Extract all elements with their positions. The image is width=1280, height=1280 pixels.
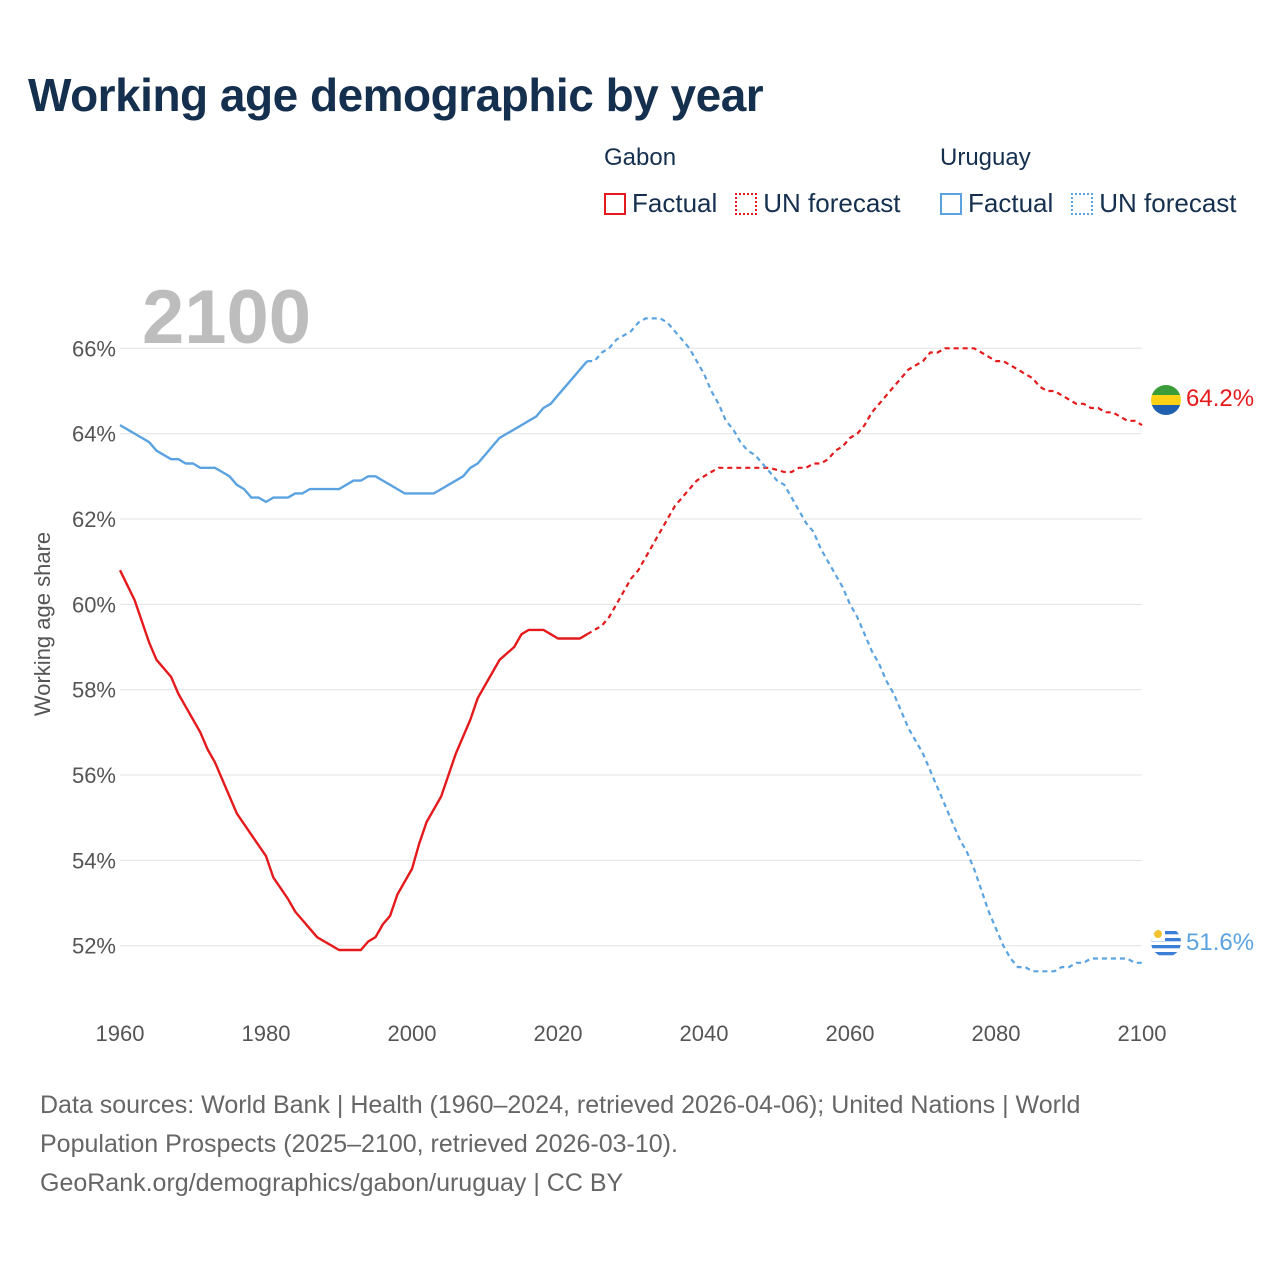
- uruguay-end-label: 51.6%: [1186, 929, 1254, 956]
- x-tick-label: 2000: [388, 1021, 437, 1046]
- y-tick-label: 52%: [72, 934, 116, 959]
- y-tick-label: 60%: [72, 592, 116, 617]
- legend-uruguay-factual[interactable]: Factual: [940, 188, 1053, 219]
- x-tick-label: 1980: [242, 1021, 291, 1046]
- year-watermark: 2100: [142, 275, 311, 360]
- legend-label-uruguay-forecast: UN forecast: [1099, 188, 1237, 218]
- x-tick-label: 2020: [534, 1021, 583, 1046]
- sources-line-2: Population Prospects (2025–2100, retriev…: [40, 1130, 678, 1158]
- legend-gabon-forecast[interactable]: UN forecast: [735, 188, 901, 219]
- legend-group-title-uruguay: Uruguay: [940, 144, 1031, 171]
- x-tick-label: 2040: [680, 1021, 729, 1046]
- gabon-end-label: 64.2%: [1186, 385, 1254, 412]
- y-tick-label: 56%: [72, 763, 116, 788]
- chart-title: Working age demographic by year: [28, 69, 764, 121]
- legend-group-title-gabon: Gabon: [604, 144, 677, 171]
- x-tick-label: 2060: [826, 1021, 875, 1046]
- y-tick-label: 64%: [72, 422, 116, 447]
- gabon-flag-icon: [1151, 385, 1181, 415]
- legend-label-gabon-forecast: UN forecast: [763, 188, 901, 218]
- gabon-forecast-line[interactable]: [586, 347, 1143, 636]
- sources-attribution[interactable]: GeoRank.org/demographics/gabon/uruguay |…: [40, 1169, 624, 1197]
- y-tick-label: 62%: [72, 507, 116, 532]
- legend-swatch-gabon-forecast: [735, 192, 758, 215]
- x-tick-label: 2080: [972, 1021, 1021, 1046]
- legend-uruguay-forecast[interactable]: UN forecast: [1071, 188, 1237, 219]
- legend-gabon-factual[interactable]: Factual: [604, 188, 717, 219]
- legend-gabon: Gabon Factual UN forecast: [604, 144, 919, 219]
- y-tick-label: 54%: [72, 848, 116, 873]
- data-sources: Data sources: World Bank | Health (1960–…: [40, 1086, 1240, 1203]
- uruguay-factual-line[interactable]: [119, 360, 589, 504]
- x-tick-label: 2100: [1118, 1021, 1167, 1046]
- legend-swatch-gabon-factual: [604, 192, 626, 215]
- y-tick-label: 66%: [72, 336, 116, 361]
- uruguay-forecast-line[interactable]: [587, 317, 1142, 973]
- y-tick-label: 58%: [72, 678, 116, 703]
- sources-line-1: Data sources: World Bank | Health (1960–…: [40, 1091, 1081, 1119]
- legend-swatch-uruguay-factual: [940, 192, 962, 215]
- legend-uruguay: Uruguay Factual UN forecast: [940, 144, 1237, 219]
- gabon-factual-line[interactable]: [118, 569, 588, 952]
- legend-label-uruguay-factual: Factual: [968, 188, 1054, 218]
- y-axis-label: Working age share: [30, 532, 55, 716]
- legend-label-gabon-factual: Factual: [632, 188, 718, 218]
- legend-swatch-uruguay-forecast: [1071, 192, 1094, 215]
- uruguay-flag-icon: [1151, 927, 1181, 957]
- x-tick-label: 1960: [96, 1021, 145, 1046]
